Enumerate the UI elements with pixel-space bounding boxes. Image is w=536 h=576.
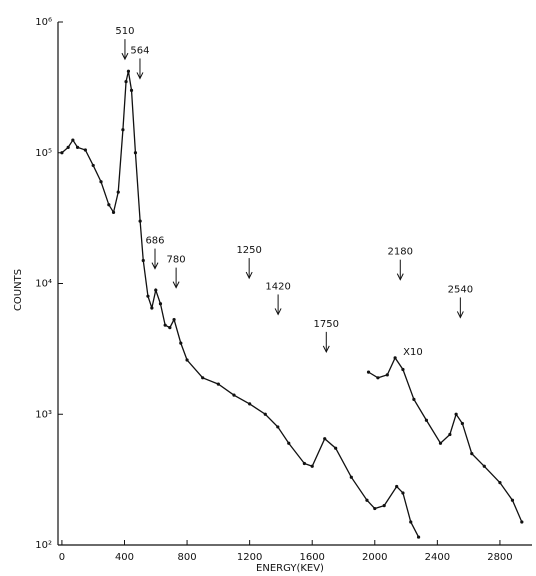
data-point	[401, 491, 405, 495]
data-point	[510, 498, 515, 502]
x-tick-label: 2400	[425, 552, 450, 563]
x-tick-label: 400	[115, 552, 134, 563]
data-point	[366, 370, 371, 374]
x-tick-label: 1200	[237, 552, 262, 563]
data-point	[60, 151, 64, 155]
data-point	[179, 341, 183, 345]
data-point	[185, 358, 189, 362]
data-point	[401, 367, 405, 372]
data-point	[349, 475, 353, 479]
data-point	[263, 412, 267, 416]
data-point	[133, 151, 138, 155]
x-axis-label: ENERGY(KEV)	[256, 563, 324, 574]
data-point	[409, 520, 413, 524]
data-point	[382, 504, 386, 508]
y-tick-label: 10⁴	[35, 279, 52, 290]
data-point	[99, 180, 103, 184]
data-point	[454, 412, 458, 416]
arrow-head	[456, 311, 464, 319]
data-point	[376, 376, 380, 380]
data-point	[201, 376, 205, 380]
data-point	[460, 421, 464, 426]
data-point	[232, 393, 236, 397]
x-tick-label: 0	[59, 552, 65, 563]
arrow-head	[172, 281, 180, 289]
arrow-head	[136, 72, 144, 80]
data-point	[287, 441, 291, 445]
data-point	[71, 138, 75, 142]
data-point	[470, 452, 474, 456]
data-point	[124, 80, 128, 84]
annotation-label: 1250	[236, 245, 261, 256]
data-point	[168, 325, 172, 330]
annotation-label: 780	[167, 255, 186, 266]
data-point	[146, 294, 150, 298]
y-tick-label: 10⁶	[35, 17, 52, 28]
data-point	[75, 145, 80, 149]
data-point	[310, 464, 314, 468]
data-point	[385, 373, 389, 377]
data-point	[150, 306, 154, 310]
annotation-label: 1420	[265, 281, 290, 292]
data-point	[121, 128, 125, 132]
data-point	[66, 145, 70, 149]
arrow-head	[245, 271, 253, 280]
data-point	[416, 535, 421, 539]
series-label: X10	[403, 347, 423, 358]
x-tick-label: 2000	[362, 552, 387, 563]
arrow-head	[121, 52, 129, 61]
data-point	[116, 190, 120, 194]
x-tick-label: 800	[178, 552, 197, 563]
data-point	[111, 210, 116, 214]
data-point	[334, 446, 338, 450]
annotation-label: 686	[145, 236, 164, 247]
x-tick-label: 2800	[487, 552, 512, 563]
data-point	[412, 397, 416, 401]
arrow-head	[151, 262, 159, 270]
data-point	[276, 425, 280, 429]
series-line	[368, 356, 523, 523]
data-point	[126, 69, 130, 73]
y-tick-label: 10³	[35, 409, 52, 420]
data-point	[373, 506, 377, 511]
annotation-label: 510	[115, 26, 134, 37]
data-point	[395, 484, 399, 489]
data-point	[520, 520, 524, 524]
data-point	[91, 163, 95, 168]
data-point	[448, 432, 452, 437]
annotation-label: 2180	[388, 247, 413, 258]
data-point	[498, 481, 502, 485]
arrow-head	[396, 273, 404, 281]
data-point	[393, 356, 397, 360]
annotation-label: 2540	[448, 284, 473, 295]
data-point	[365, 498, 369, 502]
y-tick-label: 10²	[35, 540, 52, 551]
data-point	[302, 461, 306, 466]
data-point	[163, 323, 167, 327]
y-axis-label: COUNTS	[13, 269, 24, 311]
data-point	[158, 302, 163, 306]
data-point	[83, 148, 87, 152]
data-point	[216, 382, 220, 386]
x-tick-label: 1600	[299, 552, 324, 563]
data-point	[141, 258, 145, 263]
data-point	[138, 219, 142, 223]
annotation-label: 1750	[314, 319, 339, 330]
arrow-head	[322, 345, 330, 353]
data-point	[424, 418, 429, 422]
y-tick-label: 10⁵	[35, 148, 52, 159]
data-point	[438, 441, 443, 445]
data-point	[323, 437, 327, 441]
data-point	[482, 464, 486, 468]
data-point	[154, 288, 158, 292]
arrow-head	[274, 308, 282, 316]
data-point	[129, 88, 134, 92]
data-point	[248, 402, 252, 406]
data-point	[107, 203, 111, 207]
data-point	[172, 317, 176, 322]
annotation-label: 564	[130, 45, 149, 56]
